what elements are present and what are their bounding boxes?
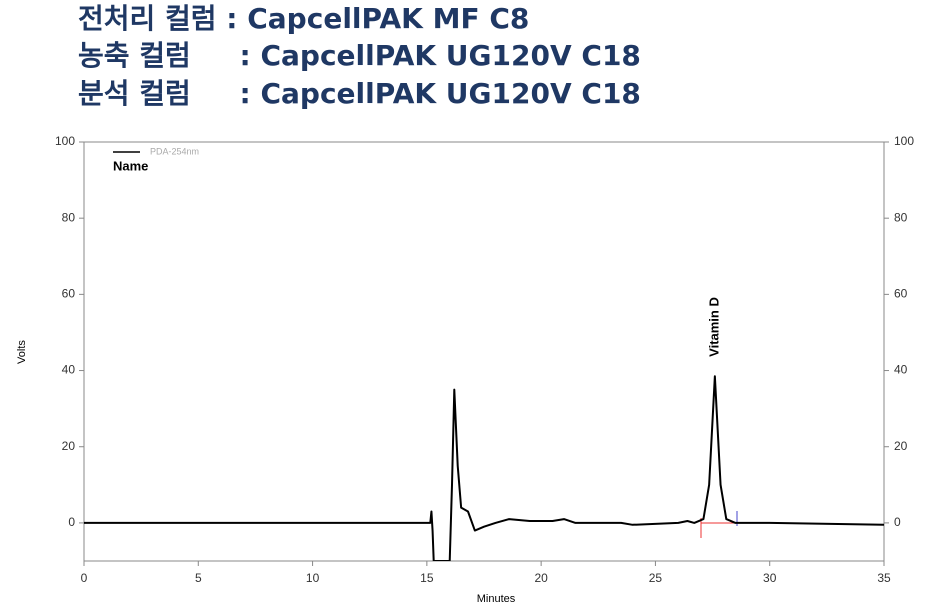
x-tick-label: 25	[649, 571, 663, 585]
plot-frame	[83, 141, 885, 562]
y2-tick-label: 40	[894, 363, 908, 377]
y-tick-label: 80	[62, 210, 76, 224]
y-tick-label: 60	[62, 287, 76, 301]
legend-title: Name	[113, 158, 148, 173]
y-tick-label: 20	[62, 439, 76, 453]
x-tick-label: 20	[534, 571, 548, 585]
y-tick-label: 0	[68, 515, 75, 529]
series-line	[84, 375, 884, 561]
x-tick-label: 15	[420, 571, 434, 585]
x-tick-label: 0	[81, 571, 88, 585]
y-tick-label: 100	[55, 134, 75, 148]
legend-entry: PDA-254nm	[150, 146, 199, 156]
x-axis-label: Minutes	[477, 593, 516, 605]
x-tick-label: 10	[306, 571, 320, 585]
x-tick-label: 30	[763, 571, 777, 585]
header-line: 농축 컬럼 : CapcellPAK UG120V C18	[78, 39, 641, 72]
header-line: 분석 컬럼 : CapcellPAK UG120V C18	[78, 77, 641, 110]
y2-tick-label: 100	[894, 134, 914, 148]
y2-tick-label: 60	[894, 287, 908, 301]
x-tick-label: 5	[195, 571, 202, 585]
y2-tick-label: 20	[894, 439, 908, 453]
header-line: 전처리 컬럼 : CapcellPAK MF C8	[78, 2, 529, 35]
y-tick-label: 40	[62, 363, 76, 377]
peak-label: Vitamin D	[706, 297, 721, 357]
x-tick-label: 35	[877, 571, 891, 585]
y2-tick-label: 80	[894, 210, 908, 224]
y2-tick-label: 0	[894, 515, 901, 529]
y-axis-label: Volts	[16, 340, 28, 364]
